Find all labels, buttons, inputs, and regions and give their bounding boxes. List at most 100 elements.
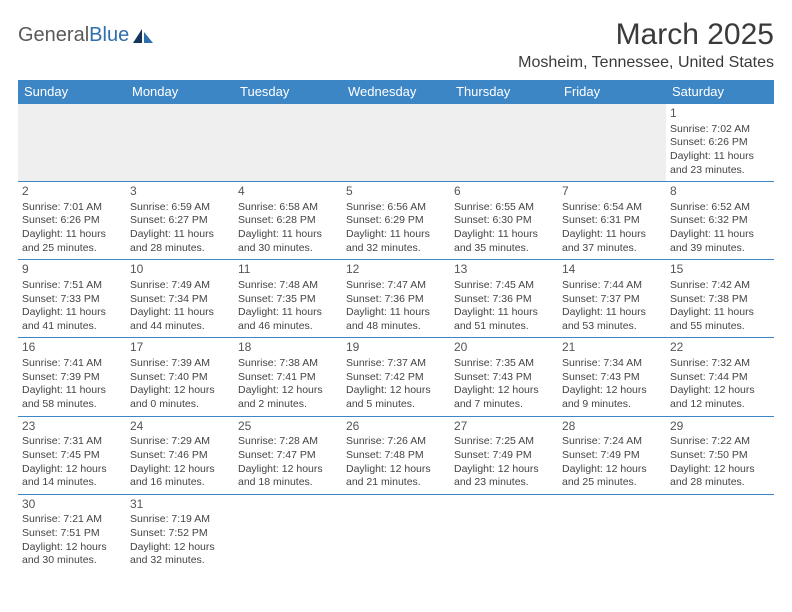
day-number: 29 <box>670 419 770 435</box>
sunrise-line: Sunrise: 7:42 AM <box>670 279 770 293</box>
sunset-line: Sunset: 7:50 PM <box>670 449 770 463</box>
daylight-line: Daylight: 11 hours and 48 minutes. <box>346 306 446 333</box>
day-cell: 2Sunrise: 7:01 AMSunset: 6:26 PMDaylight… <box>18 182 126 260</box>
day-cell: 16Sunrise: 7:41 AMSunset: 7:39 PMDayligh… <box>18 338 126 416</box>
day-cell: 21Sunrise: 7:34 AMSunset: 7:43 PMDayligh… <box>558 338 666 416</box>
daylight-line: Daylight: 11 hours and 41 minutes. <box>22 306 122 333</box>
day-cell: 30Sunrise: 7:21 AMSunset: 7:51 PMDayligh… <box>18 494 126 572</box>
day-cell: 18Sunrise: 7:38 AMSunset: 7:41 PMDayligh… <box>234 338 342 416</box>
calendar-table: SundayMondayTuesdayWednesdayThursdayFrid… <box>18 80 774 572</box>
day-number: 6 <box>454 184 554 200</box>
day-number: 24 <box>130 419 230 435</box>
location-subtitle: Mosheim, Tennessee, United States <box>518 54 774 72</box>
sunset-line: Sunset: 6:26 PM <box>22 214 122 228</box>
daylight-line: Daylight: 12 hours and 14 minutes. <box>22 463 122 490</box>
calendar-row: 9Sunrise: 7:51 AMSunset: 7:33 PMDaylight… <box>18 260 774 338</box>
day-number: 7 <box>562 184 662 200</box>
day-cell: 4Sunrise: 6:58 AMSunset: 6:28 PMDaylight… <box>234 182 342 260</box>
sunset-line: Sunset: 7:43 PM <box>454 371 554 385</box>
day-number: 3 <box>130 184 230 200</box>
empty-cell <box>450 494 558 572</box>
day-number: 1 <box>670 106 770 122</box>
day-number: 31 <box>130 497 230 513</box>
day-cell: 7Sunrise: 6:54 AMSunset: 6:31 PMDaylight… <box>558 182 666 260</box>
sunrise-line: Sunrise: 7:44 AM <box>562 279 662 293</box>
sail-icon <box>131 27 155 45</box>
daylight-line: Daylight: 12 hours and 28 minutes. <box>670 463 770 490</box>
sunrise-line: Sunrise: 7:29 AM <box>130 435 230 449</box>
daylight-line: Daylight: 11 hours and 44 minutes. <box>130 306 230 333</box>
day-number: 20 <box>454 340 554 356</box>
sunrise-line: Sunrise: 6:54 AM <box>562 201 662 215</box>
day-cell: 15Sunrise: 7:42 AMSunset: 7:38 PMDayligh… <box>666 260 774 338</box>
sunset-line: Sunset: 7:33 PM <box>22 293 122 307</box>
sunset-line: Sunset: 6:31 PM <box>562 214 662 228</box>
calendar-body: 1Sunrise: 7:02 AMSunset: 6:26 PMDaylight… <box>18 104 774 572</box>
day-cell: 1Sunrise: 7:02 AMSunset: 6:26 PMDaylight… <box>666 104 774 182</box>
sunset-line: Sunset: 7:36 PM <box>346 293 446 307</box>
day-number: 14 <box>562 262 662 278</box>
empty-cell <box>666 494 774 572</box>
day-cell: 22Sunrise: 7:32 AMSunset: 7:44 PMDayligh… <box>666 338 774 416</box>
day-number: 5 <box>346 184 446 200</box>
sunset-line: Sunset: 6:29 PM <box>346 214 446 228</box>
sunrise-line: Sunrise: 7:49 AM <box>130 279 230 293</box>
daylight-line: Daylight: 12 hours and 30 minutes. <box>22 541 122 568</box>
daylight-line: Daylight: 12 hours and 25 minutes. <box>562 463 662 490</box>
day-number: 11 <box>238 262 338 278</box>
day-number: 23 <box>22 419 122 435</box>
daylight-line: Daylight: 11 hours and 55 minutes. <box>670 306 770 333</box>
daylight-line: Daylight: 11 hours and 35 minutes. <box>454 228 554 255</box>
sunrise-line: Sunrise: 7:21 AM <box>22 513 122 527</box>
sunrise-line: Sunrise: 7:38 AM <box>238 357 338 371</box>
day-number: 2 <box>22 184 122 200</box>
daylight-line: Daylight: 12 hours and 21 minutes. <box>346 463 446 490</box>
day-cell: 26Sunrise: 7:26 AMSunset: 7:48 PMDayligh… <box>342 416 450 494</box>
day-number: 4 <box>238 184 338 200</box>
day-cell: 13Sunrise: 7:45 AMSunset: 7:36 PMDayligh… <box>450 260 558 338</box>
daylight-line: Daylight: 11 hours and 53 minutes. <box>562 306 662 333</box>
daylight-line: Daylight: 11 hours and 23 minutes. <box>670 150 770 177</box>
day-number: 22 <box>670 340 770 356</box>
sunrise-line: Sunrise: 7:26 AM <box>346 435 446 449</box>
sunrise-line: Sunrise: 6:56 AM <box>346 201 446 215</box>
day-number: 10 <box>130 262 230 278</box>
calendar-row: 30Sunrise: 7:21 AMSunset: 7:51 PMDayligh… <box>18 494 774 572</box>
sunset-line: Sunset: 6:27 PM <box>130 214 230 228</box>
empty-cell <box>234 104 342 182</box>
sunset-line: Sunset: 7:35 PM <box>238 293 338 307</box>
daylight-line: Daylight: 11 hours and 39 minutes. <box>670 228 770 255</box>
calendar-row: 23Sunrise: 7:31 AMSunset: 7:45 PMDayligh… <box>18 416 774 494</box>
day-number: 13 <box>454 262 554 278</box>
empty-cell <box>234 494 342 572</box>
weekday-header: Sunday <box>18 80 126 104</box>
sunrise-line: Sunrise: 7:22 AM <box>670 435 770 449</box>
daylight-line: Daylight: 11 hours and 25 minutes. <box>22 228 122 255</box>
day-cell: 14Sunrise: 7:44 AMSunset: 7:37 PMDayligh… <box>558 260 666 338</box>
header-bar: GeneralBlue March 2025 Mosheim, Tennesse… <box>18 18 774 72</box>
day-cell: 19Sunrise: 7:37 AMSunset: 7:42 PMDayligh… <box>342 338 450 416</box>
month-title: March 2025 <box>518 18 774 52</box>
sunset-line: Sunset: 7:52 PM <box>130 527 230 541</box>
sunrise-line: Sunrise: 7:19 AM <box>130 513 230 527</box>
day-cell: 3Sunrise: 6:59 AMSunset: 6:27 PMDaylight… <box>126 182 234 260</box>
sunset-line: Sunset: 7:45 PM <box>22 449 122 463</box>
sunset-line: Sunset: 7:51 PM <box>22 527 122 541</box>
sunrise-line: Sunrise: 7:41 AM <box>22 357 122 371</box>
title-block: March 2025 Mosheim, Tennessee, United St… <box>518 18 774 72</box>
empty-cell <box>450 104 558 182</box>
sunset-line: Sunset: 7:44 PM <box>670 371 770 385</box>
sunrise-line: Sunrise: 7:35 AM <box>454 357 554 371</box>
day-cell: 31Sunrise: 7:19 AMSunset: 7:52 PMDayligh… <box>126 494 234 572</box>
daylight-line: Daylight: 12 hours and 32 minutes. <box>130 541 230 568</box>
day-cell: 29Sunrise: 7:22 AMSunset: 7:50 PMDayligh… <box>666 416 774 494</box>
sunrise-line: Sunrise: 7:01 AM <box>22 201 122 215</box>
daylight-line: Daylight: 11 hours and 30 minutes. <box>238 228 338 255</box>
sunset-line: Sunset: 7:36 PM <box>454 293 554 307</box>
day-cell: 25Sunrise: 7:28 AMSunset: 7:47 PMDayligh… <box>234 416 342 494</box>
day-number: 27 <box>454 419 554 435</box>
day-cell: 12Sunrise: 7:47 AMSunset: 7:36 PMDayligh… <box>342 260 450 338</box>
calendar-row: 2Sunrise: 7:01 AMSunset: 6:26 PMDaylight… <box>18 182 774 260</box>
sunrise-line: Sunrise: 7:51 AM <box>22 279 122 293</box>
daylight-line: Daylight: 12 hours and 9 minutes. <box>562 384 662 411</box>
